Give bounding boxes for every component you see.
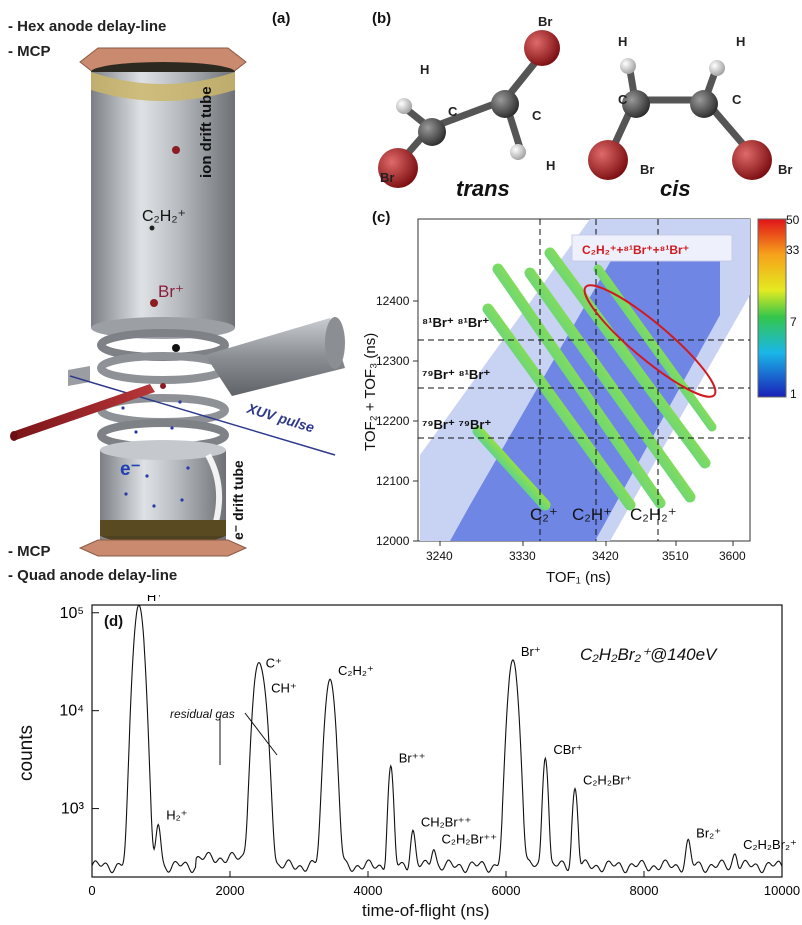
e-drift-tube-label: e⁻ drift tube	[230, 460, 247, 540]
residual-gas-label: residual gas	[170, 707, 235, 721]
ytick-12300: 12300	[376, 354, 409, 368]
peak-label: C₂H₂Br₂⁺	[743, 837, 797, 852]
y-tick-label: 10⁴	[59, 703, 84, 720]
ion-dot-2	[150, 226, 155, 231]
map-xlabel: TOF₁ (ns)	[546, 569, 611, 586]
col-label-c2h2: C₂H₂⁺	[630, 505, 677, 525]
peak-label: Br⁺⁺	[399, 750, 426, 765]
panel-a: (a) - Hex anode delay-line - MCP - MCP -…	[0, 0, 360, 590]
panel-c: (c)	[360, 205, 802, 600]
panel-d-tag: (d)	[104, 613, 123, 630]
ion-dot-1	[172, 146, 180, 154]
trans-br1: Br	[538, 14, 552, 29]
xtick-3420: 3420	[592, 549, 619, 563]
y-tick-label: 10⁵	[60, 605, 84, 622]
ytick-12400: 12400	[376, 294, 409, 308]
x-tick-label: 8000	[630, 883, 659, 898]
cbar-1: 1	[790, 387, 797, 401]
peak-label: C₂H₂Br⁺⁺	[442, 832, 498, 847]
xtick-3510: 3510	[662, 549, 689, 563]
panel-b: (b)	[360, 0, 802, 205]
ion-drift-tube-label: ion drift tube	[198, 86, 215, 178]
cis-h2: H	[736, 34, 745, 49]
c2h2-ion-label: C₂H₂⁺	[142, 206, 186, 226]
peak-label: H⁺	[147, 595, 163, 604]
peak-label: Br⁺	[521, 644, 541, 659]
peak-label: CH⁺	[271, 680, 297, 695]
y-tick-label: 10³	[61, 801, 85, 818]
trans-br2: Br	[380, 170, 394, 185]
col-label-c2: C₂⁺	[530, 505, 558, 525]
ytick-12000: 12000	[376, 534, 409, 548]
x-tick-label: 4000	[354, 883, 383, 898]
peak-label: Br₂⁺	[696, 826, 721, 841]
coincidence-map	[360, 205, 802, 600]
trans-h1: H	[420, 62, 429, 77]
cis-br1: Br	[640, 162, 654, 177]
trans-c1: C	[448, 104, 457, 119]
cis-c2: C	[732, 92, 741, 107]
formula-annotation: C₂H₂Br₂⁺@140eV	[580, 645, 716, 665]
xuv-beam	[12, 384, 155, 440]
col-label-c2h: C₂H⁺	[572, 505, 612, 525]
ytick-12100: 12100	[376, 474, 409, 488]
peak-label: C₂H₂Br⁺	[583, 773, 632, 788]
peak-label: C₂H₂⁺	[338, 663, 374, 678]
x-tick-label: 0	[88, 883, 95, 898]
panel-d: 0 2000 4000 6000 8000 10000 10³ 10⁴ 10⁵ H⁺ H₂⁺ C⁺ CH…	[0, 595, 802, 925]
spectrum-xlabel: time-of-flight (ns)	[362, 901, 490, 921]
peak-label: CBr⁺	[553, 742, 582, 757]
highlight-label: C₂H₂⁺+⁸¹Br⁺+⁸¹Br⁺	[582, 243, 689, 257]
x-tick-label: 2000	[216, 883, 245, 898]
xtick-3240: 3240	[426, 549, 453, 563]
cbar-50: 50	[786, 213, 799, 227]
br-ion-label: Br⁺	[158, 282, 184, 302]
cis-label: cis	[660, 176, 691, 202]
row-label-81-81: ⁸¹Br⁺ ⁸¹Br⁺	[422, 315, 489, 331]
cis-h1: H	[618, 34, 627, 49]
row-label-79-81: ⁷⁹Br⁺ ⁸¹Br⁺	[422, 367, 490, 383]
cis-c1: C	[618, 92, 627, 107]
peak-label: H₂⁺	[166, 808, 187, 823]
colorbar	[758, 219, 786, 397]
bottom-mcp-plate	[80, 540, 246, 556]
row-label-79-79: ⁷⁹Br⁺ ⁷⁹Br⁺	[422, 417, 491, 433]
cbar-33: 33	[786, 243, 799, 257]
spectrum-ylabel: counts	[16, 725, 38, 781]
peak-label: C⁺	[266, 656, 282, 671]
x-tick-label: 6000	[492, 883, 521, 898]
ion-dot-3	[150, 299, 158, 307]
xtick-3330: 3330	[509, 549, 536, 563]
ion-dot-4	[172, 344, 180, 352]
electron-label: e⁻	[120, 458, 141, 481]
cis-br2: Br	[778, 162, 792, 177]
peak-label: CH₂Br⁺⁺	[421, 814, 472, 829]
trans-h2: H	[546, 158, 555, 173]
cbar-7: 7	[790, 315, 797, 329]
map-ylabel: TOF₂ + TOF₃ (ns)	[362, 333, 379, 451]
xtick-3600: 3600	[719, 549, 746, 563]
trans-label: trans	[456, 176, 510, 202]
x-tick-label: 10000	[764, 883, 800, 898]
trans-c2: C	[532, 108, 541, 123]
ytick-12200: 12200	[376, 414, 409, 428]
